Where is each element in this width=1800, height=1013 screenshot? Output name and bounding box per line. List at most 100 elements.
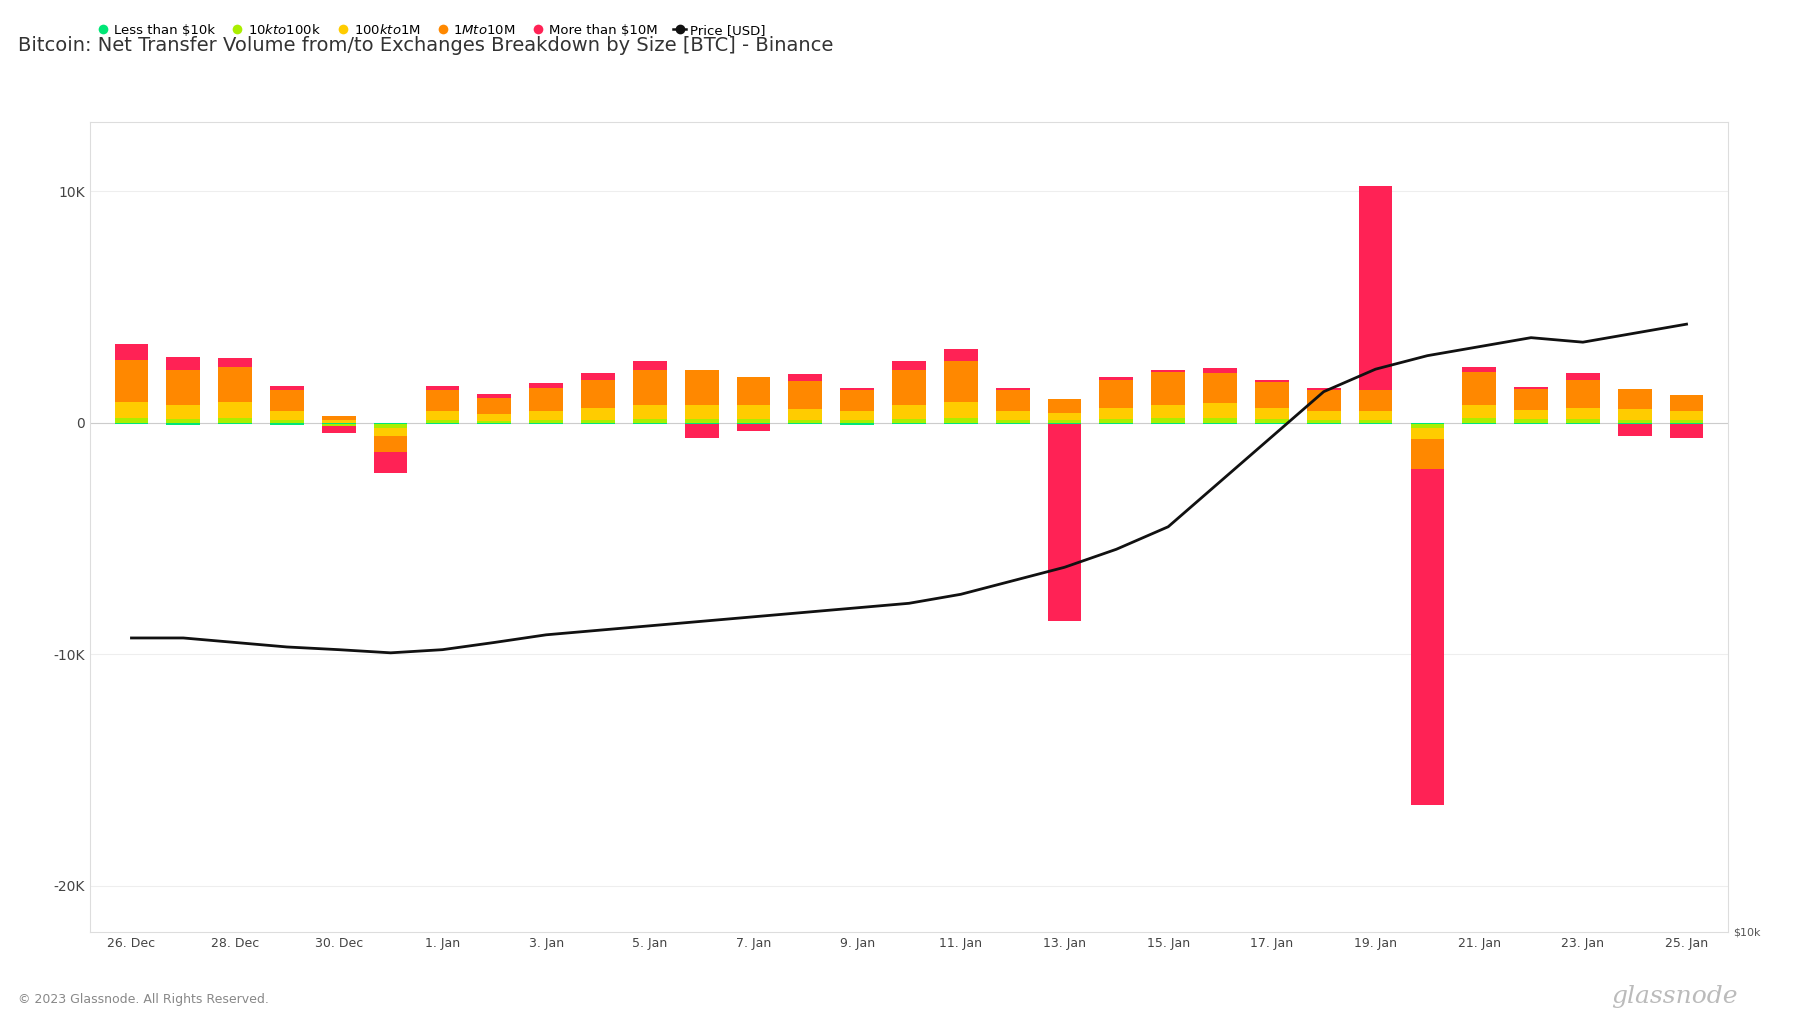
- Bar: [1411, 422, 1444, 424]
- Bar: [893, 419, 925, 422]
- Bar: [634, 419, 666, 422]
- Bar: [893, 362, 925, 371]
- Bar: [943, 361, 977, 402]
- Bar: [477, 420, 511, 422]
- Bar: [1359, 422, 1393, 424]
- Bar: [270, 420, 304, 422]
- Bar: [788, 408, 823, 420]
- Bar: [1255, 382, 1289, 407]
- Bar: [1307, 420, 1341, 422]
- Bar: [218, 367, 252, 402]
- Bar: [943, 348, 977, 361]
- Bar: [529, 422, 563, 424]
- Bar: [218, 402, 252, 418]
- Bar: [322, 420, 356, 422]
- Bar: [1152, 370, 1184, 372]
- Bar: [1566, 422, 1600, 424]
- Bar: [477, 394, 511, 397]
- Bar: [529, 383, 563, 388]
- Bar: [1566, 380, 1600, 407]
- Bar: [270, 390, 304, 411]
- Bar: [1307, 411, 1341, 420]
- Bar: [1462, 372, 1496, 404]
- Bar: [684, 419, 718, 422]
- Bar: [166, 405, 200, 419]
- Bar: [529, 420, 563, 422]
- Bar: [1514, 389, 1548, 410]
- Bar: [1255, 422, 1289, 424]
- Bar: [1618, 424, 1652, 436]
- Bar: [166, 419, 200, 422]
- Bar: [1255, 419, 1289, 422]
- Bar: [943, 418, 977, 422]
- Bar: [425, 386, 459, 390]
- Text: glassnode: glassnode: [1611, 985, 1737, 1008]
- Bar: [322, 422, 356, 424]
- Bar: [218, 358, 252, 367]
- Bar: [1462, 404, 1496, 418]
- Bar: [788, 381, 823, 408]
- Bar: [166, 357, 200, 371]
- Bar: [1359, 390, 1393, 411]
- Bar: [529, 411, 563, 420]
- Bar: [1618, 389, 1652, 409]
- Bar: [995, 411, 1030, 420]
- Bar: [425, 411, 459, 420]
- Bar: [1566, 373, 1600, 380]
- Bar: [736, 422, 770, 424]
- Bar: [1100, 422, 1134, 424]
- Bar: [581, 419, 616, 422]
- Bar: [634, 422, 666, 424]
- Bar: [1514, 422, 1548, 424]
- Bar: [788, 374, 823, 381]
- Bar: [1048, 422, 1082, 424]
- Bar: [1152, 418, 1184, 422]
- Bar: [1152, 372, 1184, 404]
- Bar: [788, 422, 823, 424]
- Bar: [1100, 407, 1134, 419]
- Bar: [1514, 419, 1548, 422]
- Bar: [1100, 419, 1134, 422]
- Bar: [893, 371, 925, 405]
- Bar: [425, 422, 459, 424]
- Bar: [736, 405, 770, 419]
- Bar: [581, 408, 616, 419]
- Bar: [1202, 373, 1237, 403]
- Bar: [736, 378, 770, 405]
- Bar: [115, 343, 148, 360]
- Bar: [529, 388, 563, 411]
- Bar: [841, 390, 875, 411]
- Bar: [943, 402, 977, 418]
- Bar: [1307, 390, 1341, 411]
- Bar: [1566, 419, 1600, 422]
- Bar: [1152, 404, 1184, 418]
- Bar: [374, 427, 407, 436]
- Bar: [115, 360, 148, 402]
- Bar: [1566, 407, 1600, 419]
- Bar: [1514, 387, 1548, 389]
- Bar: [1048, 424, 1082, 621]
- Bar: [1255, 407, 1289, 419]
- Bar: [1462, 418, 1496, 422]
- Bar: [684, 424, 718, 438]
- Bar: [374, 452, 407, 473]
- Text: Bitcoin: Net Transfer Volume from/to Exchanges Breakdown by Size [BTC] - Binance: Bitcoin: Net Transfer Volume from/to Exc…: [18, 35, 833, 55]
- Bar: [374, 424, 407, 427]
- Bar: [1048, 413, 1082, 420]
- Bar: [270, 422, 304, 424]
- Bar: [1411, 424, 1444, 427]
- Bar: [1618, 409, 1652, 419]
- Bar: [1048, 399, 1082, 413]
- Bar: [1411, 427, 1444, 440]
- Bar: [841, 388, 875, 390]
- Bar: [1514, 410, 1548, 419]
- Bar: [1411, 469, 1444, 805]
- Bar: [322, 426, 356, 433]
- Bar: [1670, 420, 1703, 422]
- Bar: [270, 386, 304, 390]
- Bar: [1670, 423, 1703, 438]
- Bar: [684, 405, 718, 419]
- Bar: [1202, 403, 1237, 418]
- Bar: [736, 419, 770, 422]
- Bar: [1359, 420, 1393, 422]
